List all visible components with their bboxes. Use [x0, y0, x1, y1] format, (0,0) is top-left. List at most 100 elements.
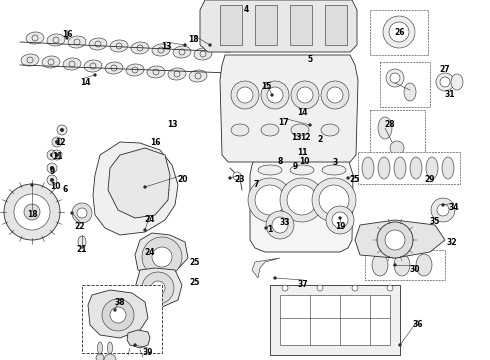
Circle shape: [95, 41, 101, 47]
Circle shape: [14, 194, 50, 230]
Circle shape: [195, 73, 201, 79]
Ellipse shape: [442, 157, 454, 179]
Bar: [365, 250, 445, 280]
Circle shape: [53, 37, 59, 43]
Circle shape: [72, 203, 92, 223]
Circle shape: [248, 178, 292, 222]
Circle shape: [104, 354, 116, 360]
Circle shape: [209, 44, 212, 46]
Text: 27: 27: [440, 65, 450, 74]
Circle shape: [183, 44, 187, 46]
Ellipse shape: [451, 74, 463, 90]
Circle shape: [200, 51, 206, 57]
Circle shape: [137, 45, 143, 51]
Text: 11: 11: [52, 152, 62, 161]
Text: 25: 25: [350, 175, 360, 184]
Circle shape: [142, 272, 174, 304]
Circle shape: [237, 87, 253, 103]
Polygon shape: [88, 290, 148, 338]
Circle shape: [144, 229, 147, 231]
Circle shape: [96, 354, 104, 360]
Text: 32: 32: [447, 238, 457, 247]
Ellipse shape: [378, 117, 392, 139]
Bar: [82, 285, 162, 353]
Circle shape: [312, 178, 356, 222]
Text: 16: 16: [150, 138, 160, 147]
Ellipse shape: [390, 141, 404, 155]
Circle shape: [69, 61, 75, 67]
Circle shape: [326, 206, 354, 234]
Text: 22: 22: [75, 222, 85, 231]
Circle shape: [130, 172, 166, 208]
Text: 4: 4: [244, 5, 248, 14]
Text: 11: 11: [297, 148, 307, 157]
Circle shape: [66, 36, 69, 40]
Circle shape: [90, 63, 96, 69]
Text: 29: 29: [425, 175, 435, 184]
Ellipse shape: [168, 68, 186, 80]
Bar: [370, 110, 425, 162]
Circle shape: [441, 203, 444, 207]
Text: 1: 1: [268, 225, 272, 234]
Text: 35: 35: [430, 217, 440, 226]
Circle shape: [174, 71, 180, 77]
Circle shape: [179, 49, 185, 55]
Circle shape: [153, 69, 159, 75]
Circle shape: [144, 185, 147, 189]
Ellipse shape: [194, 48, 212, 60]
Circle shape: [142, 237, 182, 277]
Ellipse shape: [98, 342, 102, 354]
Bar: [255, 5, 277, 45]
Text: 14: 14: [80, 78, 90, 87]
Text: 20: 20: [178, 175, 188, 184]
Circle shape: [393, 264, 396, 266]
Text: 7: 7: [253, 180, 259, 189]
Circle shape: [138, 180, 158, 200]
Circle shape: [327, 87, 343, 103]
Circle shape: [287, 185, 317, 215]
Text: 13: 13: [291, 133, 301, 142]
Ellipse shape: [426, 157, 438, 179]
Text: 24: 24: [145, 248, 155, 257]
Circle shape: [389, 22, 409, 42]
Text: 2: 2: [318, 135, 322, 144]
Circle shape: [270, 94, 273, 96]
Circle shape: [52, 137, 62, 147]
Ellipse shape: [63, 58, 81, 70]
Ellipse shape: [89, 38, 107, 50]
Ellipse shape: [231, 124, 249, 136]
Circle shape: [346, 176, 349, 180]
Circle shape: [377, 222, 413, 258]
Ellipse shape: [261, 124, 279, 136]
Ellipse shape: [322, 165, 346, 175]
Circle shape: [57, 125, 67, 135]
Text: 9: 9: [49, 167, 54, 176]
Circle shape: [50, 153, 54, 157]
Circle shape: [111, 65, 117, 71]
Text: 9: 9: [293, 162, 297, 171]
Polygon shape: [250, 158, 353, 252]
Circle shape: [387, 285, 393, 291]
Circle shape: [390, 73, 400, 83]
Text: 5: 5: [307, 55, 313, 64]
Ellipse shape: [404, 83, 416, 101]
Polygon shape: [252, 258, 280, 278]
Ellipse shape: [372, 254, 388, 276]
Text: 19: 19: [335, 222, 345, 231]
Circle shape: [228, 176, 231, 180]
Circle shape: [265, 226, 268, 230]
Bar: [358, 152, 460, 184]
Text: 26: 26: [395, 28, 405, 37]
Ellipse shape: [42, 56, 60, 68]
Ellipse shape: [321, 124, 339, 136]
Circle shape: [431, 198, 455, 222]
Text: 12: 12: [300, 133, 310, 142]
Ellipse shape: [378, 157, 390, 179]
Bar: [380, 62, 430, 107]
Text: 16: 16: [62, 30, 72, 39]
Bar: [280, 295, 390, 345]
Circle shape: [267, 87, 283, 103]
Ellipse shape: [291, 124, 309, 136]
Text: 3: 3: [332, 158, 338, 167]
Circle shape: [114, 309, 117, 311]
